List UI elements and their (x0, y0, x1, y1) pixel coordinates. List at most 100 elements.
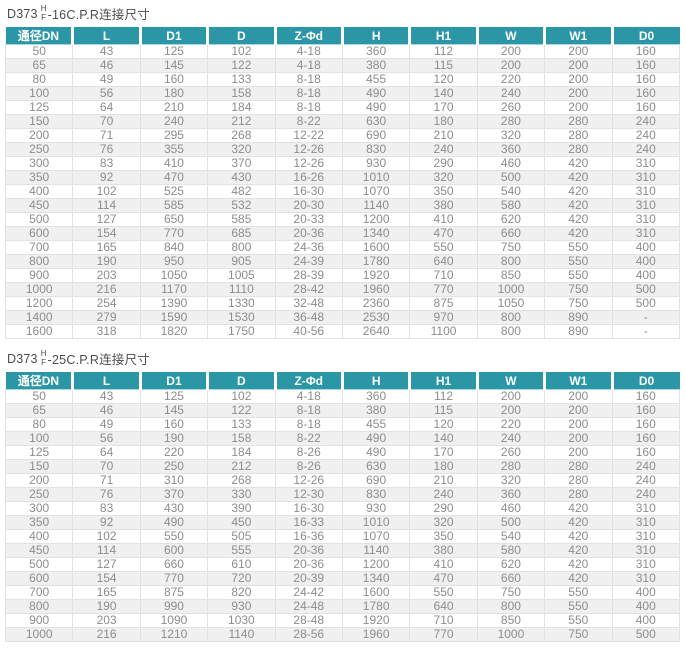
table-cell: 750 (544, 296, 613, 311)
table-cell: 420 (544, 226, 613, 241)
table-cell: 550 (544, 599, 613, 614)
table-cell: 36-48 (274, 310, 343, 325)
table-cell: 1200 (4, 296, 74, 311)
table-row: 100 56 180 158 8-18 490 140 240 200 160 (4, 86, 681, 101)
header-cell: Z-Φd (273, 27, 343, 45)
table-cell: 240 (476, 86, 546, 101)
table-cell: 550 (544, 585, 613, 600)
table-cell: 1600 (341, 585, 411, 600)
table-row: 600 154 770 685 20-36 1340 470 660 420 310 (4, 226, 681, 241)
table-cell: 310 (611, 226, 681, 241)
table-title-pn25: D373 H F -25C.P.R连接尺寸 (7, 349, 685, 368)
table-cell: 1005 (207, 268, 276, 283)
table-cell: 28-42 (274, 282, 343, 297)
table-cell: 1340 (341, 571, 411, 586)
table-cell: 800 (4, 254, 74, 269)
table-cell: 210 (409, 128, 478, 143)
table-cell: 4-18 (274, 58, 343, 73)
table-cell: 660 (139, 557, 209, 572)
table-row: 800 190 950 905 24-39 1780 640 800 550 400 (4, 254, 681, 269)
table-cell: 800 (207, 240, 276, 255)
table-cell: 2640 (341, 324, 411, 339)
table-cell: 240 (611, 142, 681, 157)
table-cell: 102 (207, 389, 276, 404)
table-cell: 160 (611, 44, 681, 59)
table-cell: 400 (611, 254, 681, 269)
table-cell: 930 (341, 156, 411, 171)
table-cell: 500 (611, 282, 681, 297)
table-cell: 120 (409, 417, 478, 432)
table-row: 900 203 1050 1005 28-39 1920 710 850 550 400 (4, 268, 681, 283)
table-cell: 240 (611, 487, 681, 502)
table-row: 350 92 470 430 16-26 1010 320 500 420 310 (4, 170, 681, 185)
table-cell: 70 (72, 459, 141, 474)
table-section-pn25: D373 H F -25C.P.R连接尺寸 通径DN L D1 D Z-Φd H H1 W W1… (0, 349, 685, 642)
table-cell: 160 (611, 58, 681, 73)
table-cell: 500 (611, 627, 681, 642)
table-cell: 1780 (341, 254, 411, 269)
table-row: 250 76 370 330 12-30 830 240 360 280 240 (4, 487, 681, 502)
table-cell: 400 (611, 268, 681, 283)
table-cell: 490 (139, 515, 209, 530)
table-row: 1200 254 1390 1330 32-48 2360 875 1050 750 500 (4, 296, 681, 311)
table-cell: 1600 (341, 240, 411, 255)
table-cell: 220 (139, 445, 209, 460)
table-cell: 1050 (139, 268, 209, 283)
table-cell: 630 (341, 459, 411, 474)
table-cell: 690 (341, 473, 411, 488)
table-cell: 200 (544, 58, 613, 73)
table-cell: 280 (544, 473, 613, 488)
table-cell: 1390 (139, 296, 209, 311)
table-cell: 280 (544, 114, 613, 129)
table-cell: 380 (409, 198, 478, 213)
table-cell: 20-39 (274, 571, 343, 586)
header-cell: 通径DN (5, 27, 73, 45)
table-cell: 420 (544, 170, 613, 185)
table-row: 800 190 990 930 24-48 1780 640 800 550 400 (4, 599, 681, 614)
table-cell: 1140 (341, 543, 411, 558)
table-cell: 240 (611, 459, 681, 474)
table-cell: 320 (409, 515, 478, 530)
title-suffix: -25C.P.R连接尺寸 (47, 353, 150, 367)
table-cell: 800 (476, 599, 546, 614)
header-cell: H1 (408, 27, 478, 45)
table-cell: 450 (4, 543, 74, 558)
table-cell: 630 (341, 114, 411, 129)
table-cell: 190 (139, 431, 209, 446)
table-cell: 360 (341, 389, 411, 404)
table-cell: 160 (139, 417, 209, 432)
table-cell: 71 (72, 473, 141, 488)
table-cell: 800 (476, 324, 546, 339)
table-cell: 360 (341, 44, 411, 59)
table-cell: 1010 (341, 515, 411, 530)
table-cell: 160 (611, 431, 681, 446)
table-cell: 24-36 (274, 240, 343, 255)
title-suffix: -16C.P.R连接尺寸 (47, 8, 150, 22)
table-cell: 240 (409, 142, 478, 157)
table-cell: 770 (139, 571, 209, 586)
table-cell: 770 (409, 627, 478, 642)
table-cell: 12-26 (274, 142, 343, 157)
table-cell: 200 (544, 403, 613, 418)
table-cell: 32-48 (274, 296, 343, 311)
table-cell: 184 (207, 445, 276, 460)
table-cell: 470 (409, 571, 478, 586)
table-cell: 1070 (341, 529, 411, 544)
title-hf-bottom: F (41, 12, 47, 22)
table-row: 65 46 145 122 8-18 380 115 200 200 160 (4, 403, 681, 418)
table-row: 80 49 160 133 8-18 455 120 220 200 160 (4, 72, 681, 87)
table-cell: 200 (544, 431, 613, 446)
table-cell: 125 (4, 445, 74, 460)
table-cell: 280 (544, 459, 613, 474)
table-cell: 184 (207, 100, 276, 115)
table-cell: 220 (476, 417, 546, 432)
table-cell: 660 (476, 226, 546, 241)
table-cell: 700 (4, 240, 74, 255)
table-cell: 190 (72, 599, 141, 614)
table-cell: 1960 (341, 282, 411, 297)
table-cell: 310 (611, 501, 681, 516)
table-cell: 140 (409, 431, 478, 446)
table-cell: 400 (611, 240, 681, 255)
title-hf-top: H (40, 4, 47, 14)
